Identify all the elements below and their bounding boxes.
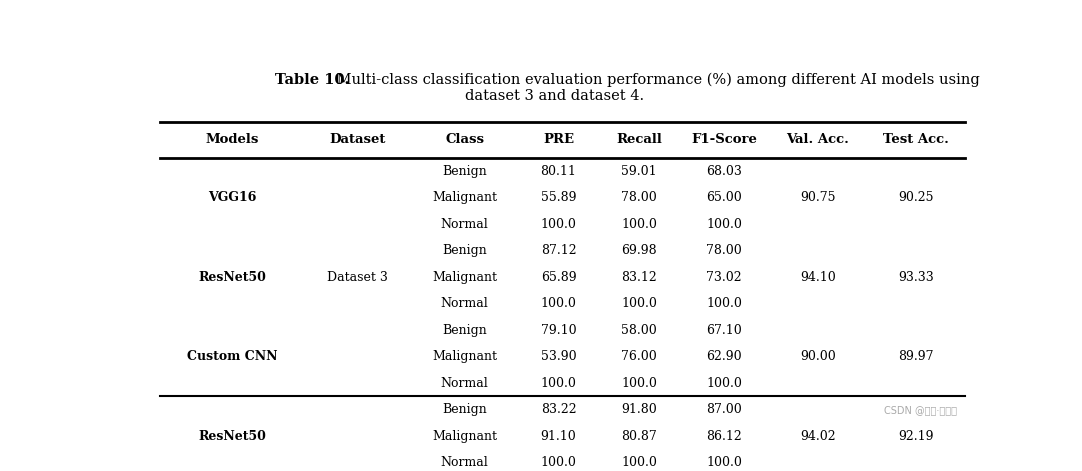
Text: 65.89: 65.89 <box>541 271 577 284</box>
Text: Recall: Recall <box>616 133 662 146</box>
Text: 91.10: 91.10 <box>541 430 577 443</box>
Text: Malignant: Malignant <box>432 350 497 363</box>
Text: Normal: Normal <box>440 377 488 390</box>
Text: Normal: Normal <box>440 456 488 469</box>
Text: 83.12: 83.12 <box>621 271 657 284</box>
Text: 100.0: 100.0 <box>541 377 577 390</box>
Text: 100.0: 100.0 <box>621 377 657 390</box>
Text: Class: Class <box>445 133 484 146</box>
Text: Dataset: Dataset <box>329 133 385 146</box>
Text: 83.22: 83.22 <box>541 403 577 416</box>
Text: 62.90: 62.90 <box>707 350 742 363</box>
Text: 86.12: 86.12 <box>707 430 742 443</box>
Text: Malignant: Malignant <box>432 271 497 284</box>
Text: Val. Acc.: Val. Acc. <box>787 133 849 146</box>
Text: 59.01: 59.01 <box>621 165 657 178</box>
Text: Multi-class classification evaluation performance (%) among different AI models : Multi-class classification evaluation pe… <box>332 73 980 87</box>
Text: 94.02: 94.02 <box>800 430 835 443</box>
Text: F1-Score: F1-Score <box>691 133 756 146</box>
Text: Normal: Normal <box>440 218 488 231</box>
Text: Custom CNN: Custom CNN <box>187 350 277 363</box>
Text: 87.12: 87.12 <box>541 244 577 257</box>
Text: 87.00: 87.00 <box>707 403 742 416</box>
Text: 76.00: 76.00 <box>621 350 657 363</box>
Text: Benign: Benign <box>443 165 487 178</box>
Text: Benign: Benign <box>443 324 487 337</box>
Text: 100.0: 100.0 <box>705 297 742 310</box>
Text: 69.98: 69.98 <box>621 244 657 257</box>
Text: 80.87: 80.87 <box>621 430 657 443</box>
Text: 80.11: 80.11 <box>541 165 577 178</box>
Text: ResNet50: ResNet50 <box>198 430 266 443</box>
Text: Benign: Benign <box>443 403 487 416</box>
Text: 58.00: 58.00 <box>621 324 657 337</box>
Text: 78.00: 78.00 <box>621 191 657 204</box>
Text: 73.02: 73.02 <box>707 271 742 284</box>
Text: 100.0: 100.0 <box>621 456 657 469</box>
Text: Test Acc.: Test Acc. <box>883 133 949 146</box>
Text: 100.0: 100.0 <box>705 456 742 469</box>
Text: 68.03: 68.03 <box>705 165 742 178</box>
Text: Dataset 3: Dataset 3 <box>327 271 387 284</box>
Text: ResNet50: ResNet50 <box>198 271 266 284</box>
Text: 100.0: 100.0 <box>705 377 742 390</box>
Text: 78.00: 78.00 <box>707 244 742 257</box>
Text: Malignant: Malignant <box>432 191 497 204</box>
Text: 67.10: 67.10 <box>707 324 742 337</box>
Text: 100.0: 100.0 <box>541 456 577 469</box>
Text: 90.75: 90.75 <box>800 191 835 204</box>
Text: Benign: Benign <box>443 244 487 257</box>
Text: 79.10: 79.10 <box>541 324 577 337</box>
Text: 65.00: 65.00 <box>707 191 742 204</box>
Text: Table 10.: Table 10. <box>275 73 349 87</box>
Text: Normal: Normal <box>440 297 488 310</box>
Text: 94.10: 94.10 <box>800 271 835 284</box>
Text: Models: Models <box>206 133 259 146</box>
Text: 100.0: 100.0 <box>621 297 657 310</box>
Text: PRE: PRE <box>543 133 573 146</box>
Text: dataset 3 and dataset 4.: dataset 3 and dataset 4. <box>465 89 644 103</box>
Text: 90.00: 90.00 <box>800 350 835 363</box>
Text: CSDN @托比·马奎尔: CSDN @托比·马奎尔 <box>884 406 956 415</box>
Text: 100.0: 100.0 <box>621 218 657 231</box>
Text: 93.33: 93.33 <box>898 271 934 284</box>
Text: 100.0: 100.0 <box>541 297 577 310</box>
Text: 100.0: 100.0 <box>705 218 742 231</box>
Text: VGG16: VGG16 <box>208 191 256 204</box>
Text: 91.80: 91.80 <box>621 403 657 416</box>
Text: 100.0: 100.0 <box>541 218 577 231</box>
Text: Malignant: Malignant <box>432 430 497 443</box>
Text: 90.25: 90.25 <box>898 191 934 204</box>
Text: 55.89: 55.89 <box>541 191 577 204</box>
Text: 53.90: 53.90 <box>541 350 577 363</box>
Text: 89.97: 89.97 <box>898 350 934 363</box>
Text: 92.19: 92.19 <box>898 430 934 443</box>
